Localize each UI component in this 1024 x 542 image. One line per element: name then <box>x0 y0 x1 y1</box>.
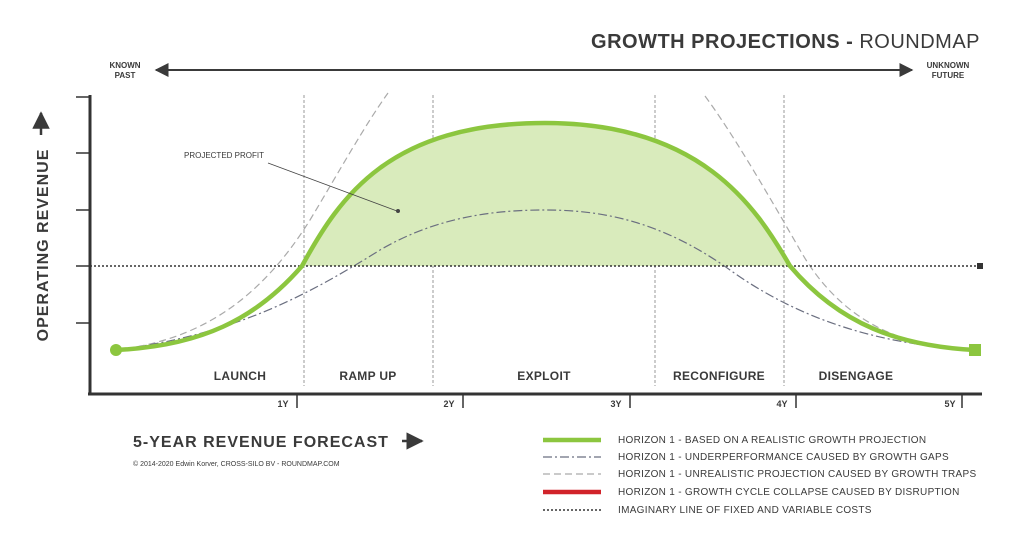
x-axis-label: 5-YEAR REVENUE FORECAST <box>133 434 389 451</box>
phase-ramp-up: RAMP UP <box>339 369 396 383</box>
legend: HORIZON 1 - BASED ON A REALISTIC GROWTH … <box>543 435 976 516</box>
x-axis-ticks <box>296 394 963 408</box>
known-past-line2: PAST <box>115 71 136 80</box>
projected-profit-area <box>302 123 790 266</box>
unknown-future-line2: FUTURE <box>932 71 965 80</box>
title-light: ROUNDMAP <box>859 31 980 53</box>
tick-3y: 3Y <box>610 399 621 409</box>
tick-5y: 5Y <box>944 399 955 409</box>
tick-1y: 1Y <box>277 399 288 409</box>
y-axis-ticks <box>76 96 90 324</box>
known-past-line1: KNOWN <box>109 61 140 70</box>
unrealistic-projection-line <box>115 92 389 351</box>
title-bold: GROWTH PROJECTIONS <box>591 31 840 53</box>
legend-label-collapse: HORIZON 1 - GROWTH CYCLE COLLAPSE CAUSED… <box>618 487 960 498</box>
phase-disengage: DISENGAGE <box>819 369 894 383</box>
tick-2y: 2Y <box>443 399 454 409</box>
legend-label-unrealistic: HORIZON 1 - UNREALISTIC PROJECTION CAUSE… <box>618 469 976 480</box>
cost-line-end-marker <box>977 263 983 269</box>
projected-profit-label: PROJECTED PROFIT <box>184 151 264 160</box>
legend-label-underperformance: HORIZON 1 - UNDERPERFORMANCE CAUSED BY G… <box>618 452 949 463</box>
phase-exploit: EXPLOIT <box>517 369 571 383</box>
annotation-dot <box>396 209 400 213</box>
realistic-projection-line <box>113 120 978 353</box>
tick-4y: 4Y <box>776 399 787 409</box>
end-marker <box>969 344 981 356</box>
phase-launch: LAUNCH <box>214 369 266 383</box>
diagram-title: GROWTH PROJECTIONS - ROUNDMAP <box>591 31 980 53</box>
annotation-leader <box>267 162 398 212</box>
y-axis-label: OPERATING REVENUE <box>35 149 52 342</box>
legend-label-costs: IMAGINARY LINE OF FIXED AND VARIABLE COS… <box>618 505 872 516</box>
unknown-future-line1: UNKNOWN <box>927 61 970 70</box>
legend-label-realistic: HORIZON 1 - BASED ON A REALISTIC GROWTH … <box>618 435 926 446</box>
title-separator: - <box>840 31 859 53</box>
copyright-credit: © 2014-2020 Edwin Korver, CROSS-SILO BV … <box>133 460 340 468</box>
start-marker <box>110 344 122 356</box>
unrealistic-projection-line-right <box>704 95 977 351</box>
phase-reconfigure: RECONFIGURE <box>673 369 765 383</box>
